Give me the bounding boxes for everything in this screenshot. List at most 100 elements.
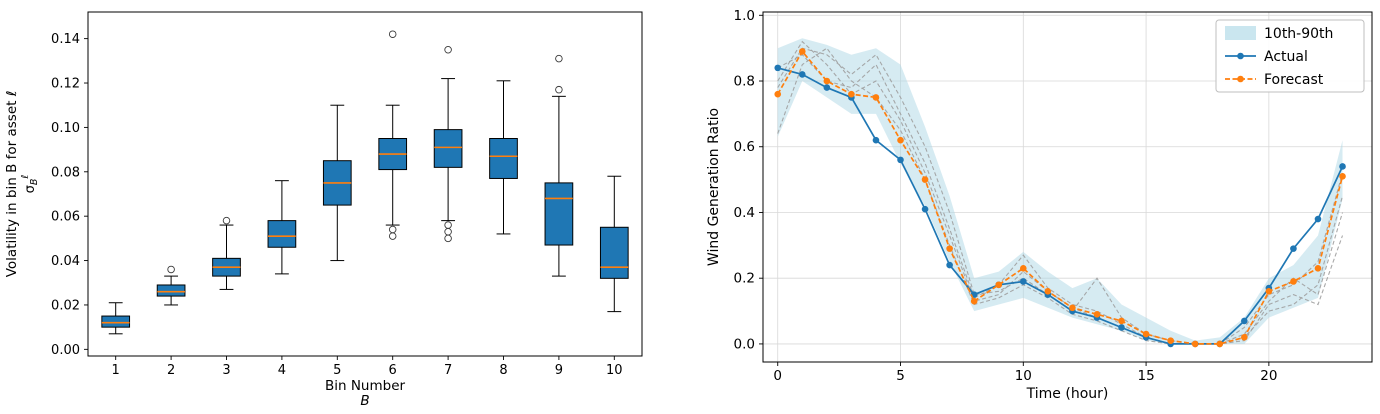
series-marker-forecast — [1265, 288, 1273, 295]
plot-frame — [87, 11, 643, 357]
legend-label: Forecast — [1264, 72, 1324, 88]
box-bin-5 — [322, 104, 352, 262]
x-tick-label: 10 — [606, 363, 623, 378]
outlier-marker — [444, 45, 452, 54]
series-marker-forecast — [1339, 173, 1346, 180]
line-y-axis-label: Wind Generation Ratio — [706, 108, 722, 266]
y-tick-label: 0.8 — [734, 74, 755, 90]
x-tick-label: 1 — [112, 363, 120, 378]
legend-label: Actual — [1264, 49, 1308, 65]
series-marker-forecast — [1044, 288, 1052, 295]
legend-patch — [1225, 26, 1256, 40]
y-tick-label: 0.02 — [51, 298, 80, 313]
series-marker-forecast — [995, 281, 1003, 289]
outlier-marker — [388, 232, 397, 240]
line-x-axis-label: Time (hour) — [1026, 386, 1109, 402]
series-marker-forecast — [823, 77, 831, 85]
x-tick-label: 5 — [896, 368, 905, 384]
boxplot-plot-area: 0.00 0.02 0.04 0.06 0.08 0.10 0.12 0.14 1 2 3 4 5 6 7 8… — [4, 11, 643, 409]
wind-generation-line-chart: 0.0 0.2 0.4 0.6 0.8 1.0 0 5 10 15 20 Time (hour) Win… — [706, 8, 1373, 402]
x-tick-label: 6 — [389, 363, 397, 378]
series-marker-actual — [897, 156, 904, 164]
subplot-volatility-boxplot: 0.00 0.02 0.04 0.06 0.08 0.10 0.12 0.14 1 2 3 4 5 6 7 8… — [0, 0, 668, 414]
outlier-marker — [222, 216, 231, 225]
box-bin-8 — [489, 80, 518, 235]
y-tick-label: 0.04 — [51, 254, 80, 269]
box-iqr — [433, 129, 463, 168]
box-iqr — [101, 315, 131, 328]
outlier-marker — [388, 30, 397, 38]
y-tick-label: 0.08 — [51, 165, 80, 180]
line-y-axis: 0.0 0.2 0.4 0.6 0.8 1.0 — [734, 8, 763, 352]
box-bin-3 — [212, 216, 241, 290]
series-marker-forecast — [970, 297, 978, 305]
boxplot-x-axis-sublabel: B — [360, 393, 369, 409]
outlier-marker — [444, 234, 452, 243]
outlier-marker — [167, 265, 175, 274]
box-bin-7 — [433, 45, 463, 243]
box-bin-9 — [544, 54, 574, 277]
series-marker-forecast — [1142, 330, 1150, 338]
series-marker-actual — [1118, 324, 1125, 331]
legend-entry-actual: Actual — [1225, 49, 1308, 65]
series-marker-forecast — [1290, 278, 1297, 285]
series-marker-forecast — [1241, 334, 1248, 341]
series-marker-forecast — [1019, 265, 1027, 272]
outlier-marker — [555, 54, 563, 63]
x-tick-label: 5 — [333, 363, 341, 378]
y-tick-label: 0.14 — [51, 32, 80, 47]
legend-marker — [1237, 75, 1244, 83]
box-bin-2 — [156, 265, 186, 306]
series-marker-actual — [946, 261, 953, 269]
outlier-marker — [555, 85, 563, 94]
outlier-marker — [444, 227, 452, 236]
legend-entry-forecast: Forecast — [1225, 72, 1324, 88]
x-tick-label: 3 — [222, 363, 230, 378]
line-x-axis: 0 5 10 15 20 — [773, 362, 1277, 384]
x-tick-label: 4 — [278, 363, 286, 378]
series-marker-forecast — [897, 136, 904, 144]
series-marker-forecast — [872, 94, 880, 101]
box-iqr — [544, 182, 574, 246]
series-marker-forecast — [1314, 265, 1322, 272]
series-marker-actual — [1290, 245, 1297, 252]
series-marker-actual — [823, 84, 831, 91]
percentile-band — [777, 38, 1343, 344]
series-marker-forecast — [774, 90, 782, 98]
legend-label: 10th-90th — [1264, 26, 1333, 42]
y-tick-label: 1.0 — [734, 8, 755, 24]
line-plot-area: 0.0 0.2 0.4 0.6 0.8 1.0 0 5 10 15 20 Time (hour) Win… — [706, 8, 1373, 402]
box-bin-4 — [267, 180, 297, 275]
x-tick-label: 10 — [1015, 368, 1032, 384]
series-marker-forecast — [1118, 317, 1125, 325]
series-marker-forecast — [798, 48, 806, 55]
x-tick-label: 8 — [499, 363, 507, 378]
box-iqr — [267, 220, 297, 248]
series-marker-actual — [1019, 278, 1027, 285]
series-marker-forecast — [1216, 340, 1224, 348]
box-bin-10 — [599, 175, 629, 313]
scenario-line — [777, 47, 1344, 345]
series-forecast — [774, 48, 1346, 348]
x-tick-label: 9 — [555, 363, 563, 378]
series-marker-forecast — [848, 90, 855, 98]
plot-frame — [762, 11, 1373, 363]
legend-entry-10th-90th: 10th-90th — [1225, 26, 1333, 42]
box-iqr — [489, 138, 518, 179]
x-tick-label: 15 — [1137, 368, 1154, 384]
boxplot-x-axis: 1 2 3 4 5 6 7 8 9 10 — [112, 356, 623, 378]
x-tick-label: 7 — [444, 363, 452, 378]
series-marker-forecast — [1069, 304, 1076, 312]
x-tick-label: 2 — [167, 363, 175, 378]
series-line-actual — [777, 67, 1344, 345]
box-iqr — [599, 226, 629, 279]
y-tick-label: 0.10 — [51, 121, 80, 136]
box-bin-6 — [378, 30, 408, 240]
legend: 10th-90th Actual Forecast — [1215, 19, 1365, 93]
outlier-marker — [444, 221, 452, 229]
y-tick-label: 0.0 — [734, 336, 755, 352]
series-marker-actual — [774, 64, 782, 72]
legend-marker — [1237, 52, 1244, 60]
boxplot-y-axis: 0.00 0.02 0.04 0.06 0.08 0.10 0.12 0.14 — [51, 32, 88, 358]
